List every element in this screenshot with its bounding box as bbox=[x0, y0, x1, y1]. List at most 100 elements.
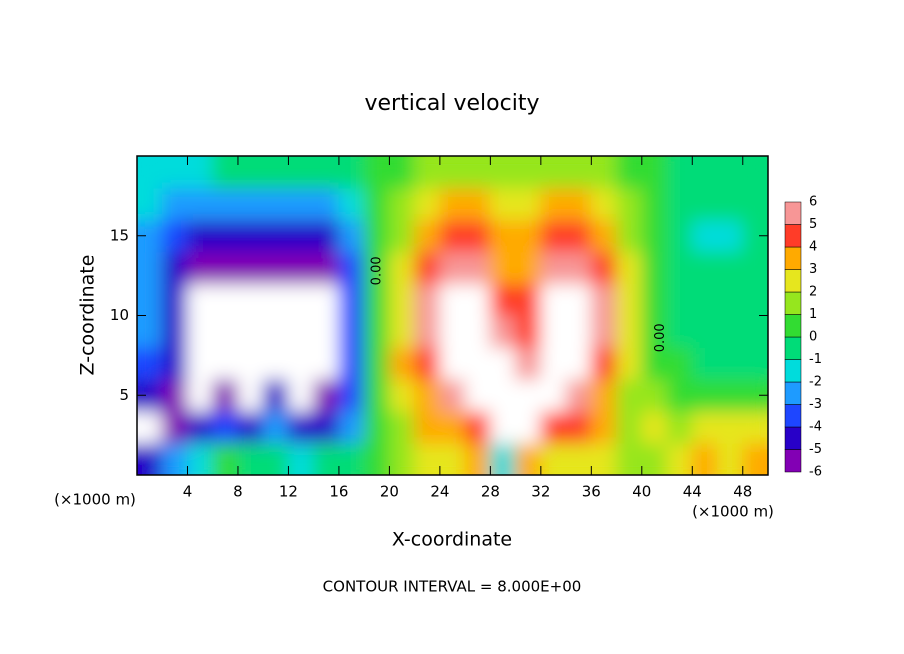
x-axis-label: X-coordinate bbox=[392, 529, 512, 551]
field-cell bbox=[439, 219, 466, 253]
y-tick-label: 15 bbox=[110, 226, 129, 244]
field-cell bbox=[742, 283, 768, 316]
field-cell bbox=[666, 315, 693, 348]
field-cell bbox=[565, 346, 592, 380]
field-cell bbox=[262, 187, 289, 221]
field-cell bbox=[616, 219, 643, 253]
field-cell bbox=[666, 156, 693, 189]
field-cell bbox=[489, 346, 517, 380]
field-cell bbox=[137, 251, 163, 285]
field-cell bbox=[515, 315, 542, 348]
colorbar-label: 1 bbox=[809, 307, 817, 322]
field-cell bbox=[338, 187, 365, 221]
contour-label: 0.00 bbox=[653, 323, 668, 352]
x-tick-label: 28 bbox=[481, 483, 500, 501]
field-cell bbox=[616, 410, 643, 444]
field-cell bbox=[186, 187, 214, 221]
field-cell bbox=[590, 378, 618, 412]
field-cell bbox=[137, 410, 163, 444]
field-cell bbox=[262, 442, 289, 475]
colorbar-bin bbox=[784, 269, 802, 293]
field-cell bbox=[388, 442, 416, 475]
field-cell bbox=[742, 346, 768, 380]
field-cell bbox=[691, 442, 719, 475]
field-cell bbox=[363, 187, 390, 221]
field-cell bbox=[439, 410, 466, 444]
field-cell bbox=[742, 251, 768, 285]
field-cell bbox=[540, 283, 567, 316]
field-cell bbox=[565, 251, 592, 285]
field-cell bbox=[590, 410, 618, 444]
field-cell bbox=[186, 442, 214, 475]
y-tick-label: 5 bbox=[119, 386, 129, 404]
field-cell bbox=[565, 315, 592, 348]
field-cell bbox=[717, 251, 744, 285]
field-cell bbox=[414, 283, 441, 316]
field-cell bbox=[717, 410, 744, 444]
field-cell bbox=[717, 315, 744, 348]
field-cell bbox=[363, 315, 390, 348]
x-tick-label: 36 bbox=[582, 483, 601, 501]
field-cell bbox=[186, 251, 214, 285]
field-cell bbox=[590, 315, 618, 348]
field-cell bbox=[717, 378, 744, 412]
field-cell bbox=[565, 156, 592, 189]
colorbar-label: 2 bbox=[809, 285, 817, 300]
field-cell bbox=[212, 315, 239, 348]
field-cell bbox=[186, 219, 214, 253]
field-cell bbox=[137, 346, 163, 380]
field-cell bbox=[717, 442, 744, 475]
field-cell bbox=[313, 251, 340, 285]
field-cell bbox=[464, 283, 491, 316]
overlay: 4 8 12 16 20 24 28 32 36 40 44 48510150.000.00-6-5-… bbox=[110, 155, 822, 501]
field-cell bbox=[161, 219, 188, 253]
field-cell bbox=[489, 410, 517, 444]
x-tick-label: 40 bbox=[632, 483, 651, 501]
field-cell bbox=[666, 346, 693, 380]
field-cell bbox=[742, 156, 768, 189]
x-tick-label: 8 bbox=[233, 483, 243, 501]
field-cell bbox=[313, 283, 340, 316]
field-cell bbox=[565, 442, 592, 475]
field-cell bbox=[717, 187, 744, 221]
field-cell bbox=[489, 378, 517, 412]
field-cell bbox=[388, 187, 416, 221]
field-cell bbox=[161, 442, 188, 475]
field-cell bbox=[313, 156, 340, 189]
colorbar-label: -2 bbox=[809, 375, 822, 390]
field-cell bbox=[590, 251, 618, 285]
field-cell bbox=[287, 315, 315, 348]
field-cell bbox=[388, 346, 416, 380]
field-cell bbox=[590, 283, 618, 316]
colorbar-bin bbox=[784, 201, 802, 225]
colorbar-label: 6 bbox=[809, 195, 817, 210]
field-cell bbox=[212, 156, 239, 189]
field-cell bbox=[338, 410, 365, 444]
field-cell bbox=[186, 346, 214, 380]
field-cell bbox=[237, 187, 264, 221]
field-cell bbox=[313, 442, 340, 475]
field-cell bbox=[313, 315, 340, 348]
x-unit-left: (×1000 m) bbox=[54, 491, 136, 509]
field-cell bbox=[616, 156, 643, 189]
colorbar-bin bbox=[784, 381, 802, 405]
field-cell bbox=[691, 410, 719, 444]
field-cell bbox=[137, 187, 163, 221]
field-cell bbox=[338, 315, 365, 348]
colorbar-bin bbox=[784, 291, 802, 315]
colorbar-label: -1 bbox=[809, 352, 822, 367]
field-cell bbox=[137, 315, 163, 348]
colorbar-label: -5 bbox=[809, 442, 822, 457]
field-cell bbox=[338, 251, 365, 285]
x-tick-label: 12 bbox=[279, 483, 298, 501]
field-cell bbox=[515, 219, 542, 253]
field-cell bbox=[616, 378, 643, 412]
field-cell bbox=[237, 219, 264, 253]
field-cell bbox=[414, 315, 441, 348]
x-tick-label: 32 bbox=[531, 483, 550, 501]
field-cell bbox=[691, 346, 719, 380]
x-tick-label: 16 bbox=[329, 483, 348, 501]
field-cell bbox=[262, 219, 289, 253]
field-cell bbox=[186, 410, 214, 444]
